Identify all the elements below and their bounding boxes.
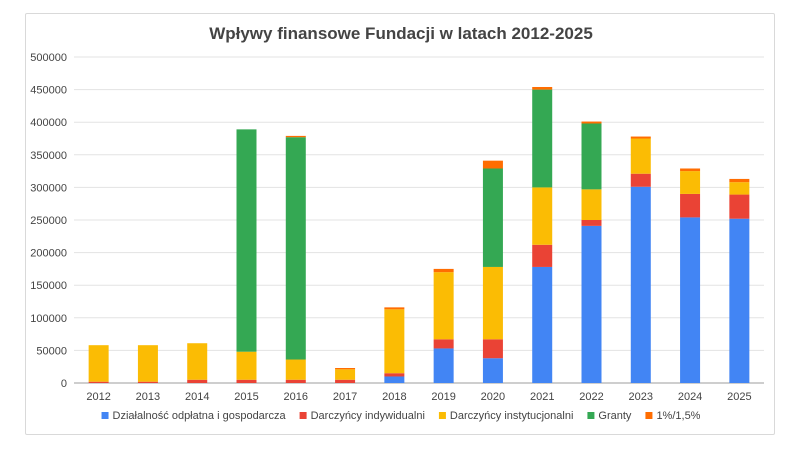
x-tick-label: 2018 bbox=[382, 391, 406, 403]
y-tick-label: 0 bbox=[61, 378, 67, 390]
legend-label: 1%/1,5% bbox=[656, 410, 700, 422]
bar-segment bbox=[729, 194, 750, 219]
bar-segment bbox=[581, 225, 602, 383]
grid-lines bbox=[74, 56, 764, 384]
bar-segment bbox=[433, 272, 454, 340]
y-tick-label: 300000 bbox=[30, 182, 67, 194]
bar-segment bbox=[236, 351, 257, 380]
chart-svg: Wpływy finansowe Fundacji w latach 2012-… bbox=[30, 24, 764, 422]
x-tick-label: 2019 bbox=[431, 391, 455, 403]
bar-segment bbox=[88, 381, 109, 383]
bar-segment bbox=[482, 358, 503, 383]
legend-label: Darczyńcy instytucjonalni bbox=[450, 410, 574, 422]
y-tick-label: 450000 bbox=[30, 85, 67, 97]
legend-item: 1%/1,5% bbox=[645, 410, 701, 422]
bar-segment bbox=[532, 86, 553, 90]
bar-segment bbox=[532, 89, 553, 188]
bar-segment bbox=[630, 173, 651, 187]
x-tick-label: 2016 bbox=[284, 391, 308, 403]
x-tick-label: 2017 bbox=[333, 391, 357, 403]
x-tick-label: 2014 bbox=[185, 391, 209, 403]
bar-segment bbox=[285, 359, 306, 380]
bar-segment bbox=[680, 217, 701, 383]
bar-segment bbox=[630, 186, 651, 383]
bar-segment bbox=[187, 343, 208, 380]
y-tick-label: 100000 bbox=[30, 313, 67, 325]
x-axis-ticks: 2012 2013 2014 2015 2016 2017 2018 2019 2020 2021… bbox=[86, 391, 751, 403]
bar-segment bbox=[581, 123, 602, 190]
x-tick-label: 2025 bbox=[727, 391, 751, 403]
bar-segment bbox=[482, 168, 503, 267]
bars bbox=[88, 86, 750, 383]
y-tick-label: 400000 bbox=[30, 117, 67, 129]
bar-segment bbox=[433, 339, 454, 349]
bar-segment bbox=[285, 135, 306, 138]
bar-segment bbox=[384, 376, 405, 383]
bar-segment bbox=[384, 307, 405, 310]
legend: Działalność odpłatna i gospodarcza Darczy… bbox=[101, 410, 701, 422]
legend-label: Działalność odpłatna i gospodarcza bbox=[113, 410, 287, 422]
bar-segment bbox=[384, 309, 405, 374]
bar-segment bbox=[335, 368, 356, 370]
bar-segment bbox=[680, 168, 701, 172]
legend-swatch bbox=[299, 412, 307, 419]
bar-segment bbox=[285, 379, 306, 383]
bar-segment bbox=[482, 339, 503, 359]
x-tick-label: 2013 bbox=[136, 391, 160, 403]
bar-segment bbox=[236, 129, 257, 352]
bar-segment bbox=[581, 189, 602, 220]
bar-segment bbox=[581, 220, 602, 226]
x-tick-label: 2023 bbox=[629, 391, 653, 403]
bar-segment bbox=[433, 268, 454, 273]
x-tick-label: 2015 bbox=[234, 391, 258, 403]
bar-segment bbox=[433, 348, 454, 383]
x-tick-label: 2012 bbox=[86, 391, 110, 403]
legend-swatch bbox=[587, 412, 595, 419]
bar-segment bbox=[532, 244, 553, 267]
bar-segment bbox=[88, 345, 109, 382]
legend-item: Darczyńcy instytucjonalni bbox=[438, 410, 574, 422]
legend-swatch bbox=[438, 412, 446, 419]
legend-item: Darczyńcy indywidualni bbox=[299, 410, 425, 422]
bar-segment bbox=[335, 379, 356, 383]
bar-segment bbox=[581, 121, 602, 124]
bar-segment bbox=[630, 136, 651, 139]
y-tick-label: 350000 bbox=[30, 150, 67, 162]
x-tick-label: 2022 bbox=[579, 391, 603, 403]
legend-label: Darczyńcy indywidualni bbox=[311, 410, 425, 422]
bar-segment bbox=[729, 218, 750, 383]
legend-item: Granty bbox=[587, 410, 632, 422]
legend-swatch bbox=[645, 412, 653, 419]
bar-segment bbox=[729, 178, 750, 183]
y-tick-label: 50000 bbox=[36, 345, 67, 357]
x-tick-label: 2021 bbox=[530, 391, 554, 403]
y-axis-ticks: 0 50000 100000 150000 200000 250000 300000 3500… bbox=[30, 52, 67, 390]
chart-title: Wpływy finansowe Fundacji w latach 2012-… bbox=[209, 24, 593, 43]
x-tick-label: 2024 bbox=[678, 391, 702, 403]
y-tick-label: 250000 bbox=[30, 215, 67, 227]
y-tick-label: 200000 bbox=[30, 248, 67, 260]
bar-segment bbox=[680, 193, 701, 218]
bar-segment bbox=[236, 379, 257, 383]
bar-segment bbox=[187, 379, 208, 383]
legend-item: Działalność odpłatna i gospodarcza bbox=[101, 410, 287, 422]
bar-segment bbox=[482, 160, 503, 169]
bar-segment bbox=[630, 138, 651, 174]
bar-segment bbox=[137, 345, 158, 382]
legend-label: Granty bbox=[598, 410, 632, 422]
bar-segment bbox=[729, 182, 750, 195]
bar-segment bbox=[285, 137, 306, 360]
bar-segment bbox=[137, 381, 158, 383]
y-tick-label: 150000 bbox=[30, 280, 67, 292]
bar-segment bbox=[680, 171, 701, 194]
bar-segment bbox=[482, 266, 503, 340]
bar-segment bbox=[335, 369, 356, 380]
bar-segment bbox=[384, 373, 405, 377]
bar-segment bbox=[532, 187, 553, 245]
legend-swatch bbox=[101, 412, 109, 419]
bar-segment bbox=[532, 266, 553, 383]
x-tick-label: 2020 bbox=[481, 391, 505, 403]
y-tick-label: 500000 bbox=[30, 52, 67, 64]
chart-container: Wpływy finansowe Fundacji w latach 2012-… bbox=[25, 13, 775, 435]
